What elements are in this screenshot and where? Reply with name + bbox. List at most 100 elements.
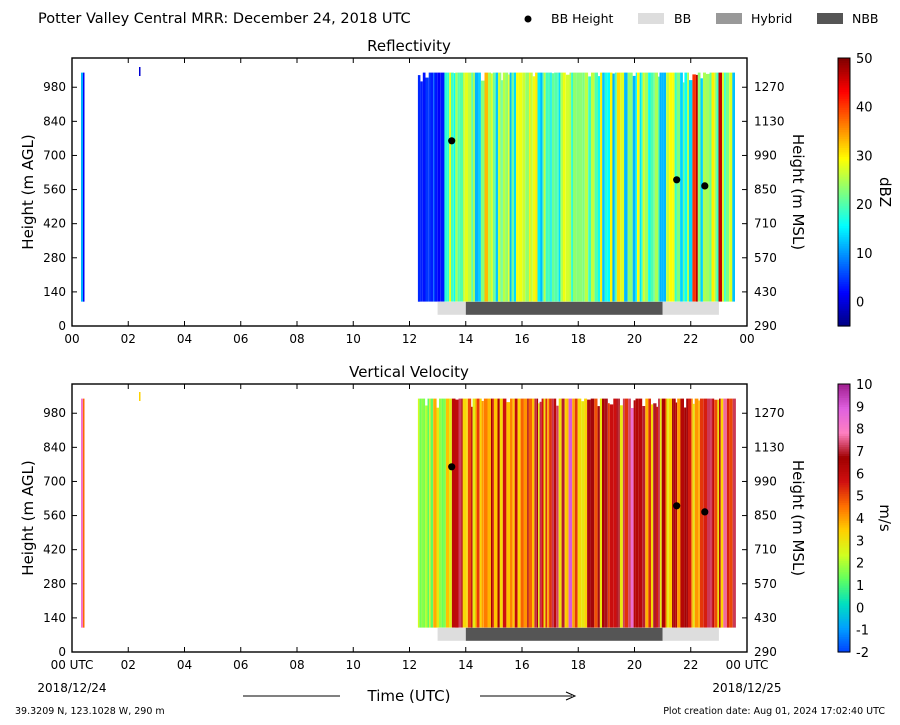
reflectivity-y-axis-label: Height (m AGL) [19,134,37,249]
reflectivity-colorbar-step [838,276,850,280]
velocity-colorbar-step [838,390,850,394]
velocity-data-streak [429,398,431,628]
reflectivity-data-streak [509,72,512,302]
reflectivity-data-streak [550,72,552,302]
reflectivity-colorbar-step [838,308,850,311]
reflectivity-colorbar-step [838,261,850,265]
velocity-data-streak [477,398,480,628]
velocity-colorbar-step [838,486,850,490]
reflectivity-data-streak [627,72,630,302]
reflectivity-colorbar-step [838,232,850,236]
reflectivity-colorbar-step [838,75,850,79]
velocity-data-streak [616,398,619,628]
reflectivity-colorbar-tick-label: 30 [856,149,873,164]
reflectivity-colorbar-step [838,149,850,153]
reflectivity-data-streak [449,72,451,302]
velocity-data-streak [566,398,569,628]
reflectivity-x-tick-label: 10 [346,332,361,346]
velocity-data-streak [483,398,488,628]
velocity-colorbar-step [838,506,850,510]
reflectivity-data-streak [492,72,495,302]
reflectivity-data-streak [724,72,726,302]
velocity-data-streak [673,398,676,628]
velocity-y-tick-label-right: 430 [754,611,777,625]
velocity-data-streak [651,404,654,628]
reflectivity-colorbar-step [838,116,850,119]
reflectivity-x-tick-label: 00 [64,332,79,346]
velocity-data-streak [688,398,692,628]
reflectivity-data-streak [513,72,517,302]
reflectivity-data-streak [560,72,562,302]
velocity-title: Vertical Velocity [349,363,469,381]
velocity-colorbar-step [838,638,850,642]
reflectivity-data-streak [614,72,617,302]
velocity-colorbar-step [838,408,850,412]
reflectivity-data-streak [573,72,577,302]
reflectivity-data-streak [535,72,538,302]
velocity-data-streak [609,404,614,628]
velocity-data-streak [680,398,684,628]
reflectivity-colorbar-step [838,243,850,247]
end-date-label: 2018/12/25 [712,681,781,695]
velocity-data-streak [467,398,472,628]
velocity-colorbar-step [838,421,850,425]
reflectivity-panel: Reflectivity 00 02 04 06 08 10 12 14 16 18 20 22 00 … [19,37,894,346]
reflectivity-colorbar-step [838,272,850,276]
legend-hybrid-label: Hybrid [751,11,792,26]
velocity-colorbar-step [838,406,850,410]
reflectivity-data-streak [522,72,526,302]
velocity-colorbar-step [838,643,850,646]
reflectivity-isolated-echo [83,72,85,302]
reflectivity-data-streak [474,72,479,302]
velocity-data-streak [584,398,588,628]
reflectivity-data-streak [459,72,463,302]
velocity-isolated-echo [83,398,85,628]
velocity-x-tick-label: 14 [458,658,473,672]
velocity-colorbar [838,384,850,653]
reflectivity-data-streak [511,72,514,302]
velocity-data-streak [502,398,507,628]
velocity-y-axis-label: Height (m AGL) [19,460,37,575]
velocity-colorbar-step [838,600,850,604]
velocity-data-streak [517,398,521,628]
reflectivity-data-streak [650,72,654,302]
velocity-colorbar-step [838,622,850,626]
reflectivity-colorbar-step [838,254,850,258]
velocity-data-streak [630,408,634,628]
reflectivity-colorbar-step [838,169,850,173]
reflectivity-colorbar-step [838,303,850,307]
reflectivity-data-streak [495,72,499,302]
reflectivity-y-ticks-right: 290 430 570 710 850 990 1130 1270 [742,80,785,333]
reflectivity-colorbar-step [838,285,850,289]
velocity-data-streak [642,406,646,628]
velocity-y-tick-label-right: 990 [754,474,777,488]
reflectivity-colorbar-step [838,138,850,142]
velocity-colorbar-tick-label: 1 [856,579,864,594]
reflectivity-colorbar-step [838,296,850,300]
velocity-data-streak [619,405,623,628]
reflectivity-data-streak [551,73,554,302]
reflectivity-colorbar-step [838,87,850,90]
reflectivity-data-streak [505,72,509,302]
velocity-data-streak [553,398,557,628]
velocity-colorbar-step [838,564,850,568]
velocity-colorbar-step [838,524,850,528]
reflectivity-colorbar-step [838,102,850,106]
velocity-bb-height-point [673,502,681,510]
reflectivity-x-tick-label: 04 [177,332,192,346]
velocity-isolated-echo [139,392,141,401]
velocity-colorbar-step [838,413,850,416]
velocity-colorbar-step [838,435,850,439]
reflectivity-data-streak [624,72,628,302]
reflectivity-colorbar-step [838,187,850,191]
velocity-colorbar-step [838,551,850,555]
velocity-colorbar-step [838,444,850,448]
reflectivity-data-streak [434,72,436,302]
reflectivity-colorbar-step [838,234,850,238]
reflectivity-colorbar-step [838,73,850,77]
velocity-colorbar-step [838,388,850,392]
velocity-data-streak [451,398,456,628]
reflectivity-data-streak [545,72,549,302]
reflectivity-data-streak [491,73,493,302]
reflectivity-colorbar-step [838,127,850,131]
